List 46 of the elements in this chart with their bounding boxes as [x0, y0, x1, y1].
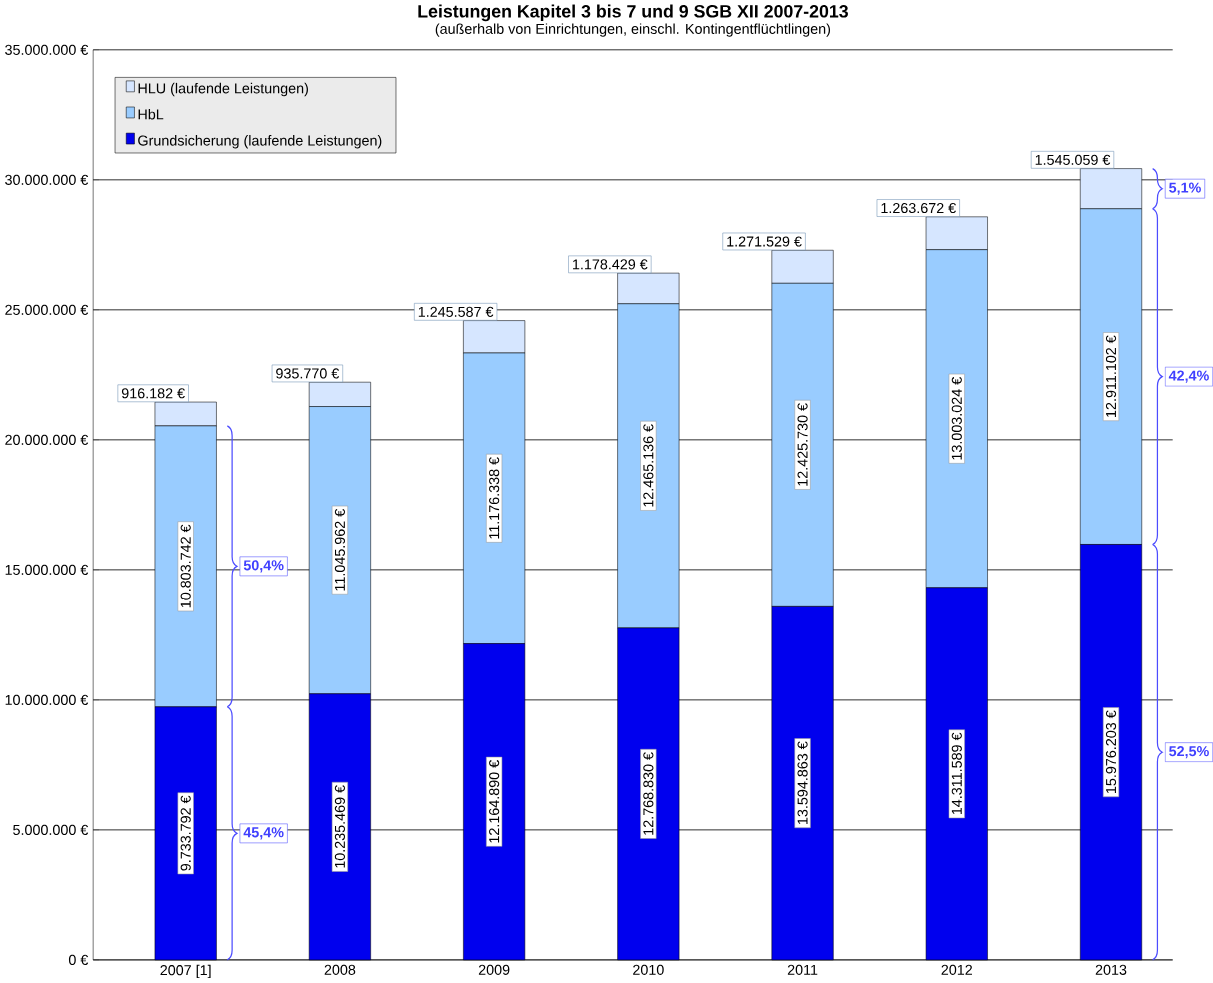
data-label: 11.045.962 € [334, 509, 345, 591]
y-tick-label: 0 € [68, 955, 89, 966]
x-tick-label: 2011 [787, 964, 818, 976]
data-label: 12.164.890 € [489, 760, 500, 843]
data-label: 13.594.863 € [797, 741, 808, 825]
x-tick-label: 2007 [1] [160, 964, 211, 979]
data-label: 1.271.529 € [727, 236, 802, 247]
y-tick-label: 25.000.000 € [5, 304, 89, 316]
x-tick-label: 2013 [1095, 964, 1127, 976]
data-label: 12.425.730 € [797, 403, 808, 486]
x-tick-label: 2012 [941, 964, 972, 976]
data-label: 13.003.024 € [951, 377, 962, 460]
y-tick-label: 30.000.000 € [5, 174, 89, 186]
data-label: 1.245.587 € [418, 306, 494, 318]
legend-label: Grundsicherung (laufende Leistungen) [138, 135, 382, 149]
data-label: 916.182 € [121, 388, 185, 399]
data-label: 1.545.059 € [1035, 154, 1111, 166]
legend-label: HLU (laufende Leistungen) [138, 83, 308, 97]
chart-title: Leistungen Kapitel 3 bis 7 und 9 SGB XII 2007-2013 [418, 4, 848, 22]
data-label: 10.235.469 € [334, 785, 345, 868]
annotation: 5,1% [1169, 182, 1201, 195]
y-tick-label: 5.000.000 € [13, 824, 89, 836]
data-label: 1.263.672 € [881, 203, 956, 214]
x-tick-label: 2010 [633, 964, 664, 976]
data-label: 12.465.136 € [643, 424, 654, 507]
x-tick-label: 2009 [478, 964, 510, 976]
chart-subtitle: (außerhalb von Einrichtungen, einschl. Kontingentflüchtlingen) [435, 23, 831, 37]
annotation: 50,4% [243, 560, 284, 573]
y-tick-label: 15.000.000 € [5, 564, 89, 576]
data-label: 14.311.589 € [951, 732, 962, 815]
data-label: 15.976.203 € [1105, 710, 1117, 794]
data-label: 935.770 € [276, 368, 340, 379]
y-tick-label: 20.000.000 € [5, 434, 89, 446]
data-label: 9.733.792 € [180, 795, 191, 871]
annotation: 52,5% [1169, 746, 1209, 759]
y-tick-label: 10.000.000 € [5, 694, 89, 706]
legend-label: HbL [138, 109, 164, 120]
x-tick-label: 2008 [324, 964, 356, 976]
data-label: 11.176.338 € [489, 457, 500, 539]
data-label: 12.911.102 € [1105, 335, 1117, 418]
data-label: 12.768.830 € [643, 752, 654, 835]
annotation: 45,4% [243, 827, 284, 840]
data-label: 1.178.429 € [573, 259, 648, 270]
y-tick-label: 35.000.000 € [5, 44, 89, 56]
annotation: 42,4% [1168, 370, 1209, 383]
data-label: 10.803.742 € [180, 524, 191, 608]
